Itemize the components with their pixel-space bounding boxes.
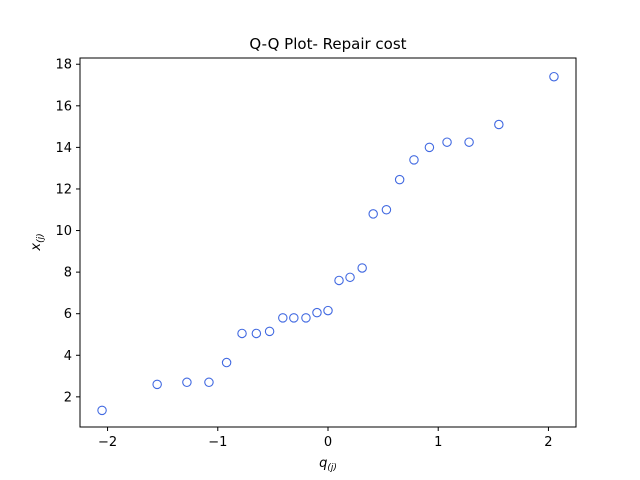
data-point [323,305,333,316]
y-axis-label-main: x [29,243,44,252]
x-tick-label: 1 [434,435,442,450]
data-point [334,275,344,286]
y-axis-ticks: 2 4 6 8 10 12 14 16 18 [55,58,80,405]
data-points [97,71,559,416]
data-point [289,313,299,323]
data-point [237,328,247,339]
data-point [394,174,405,185]
data-point [264,326,275,337]
x-axis-label-main: q [319,456,327,471]
y-tick-label: 8 [64,266,72,281]
data-point [97,405,107,416]
data-point [182,377,192,388]
data-point [494,119,504,130]
data-point [204,377,214,388]
data-point [357,263,367,273]
data-point [221,357,232,368]
data-point [424,142,435,153]
data-point [278,313,288,323]
x-axis-label-sub: (j) [327,463,337,473]
data-point [442,137,452,147]
data-point [409,155,419,165]
data-point [312,307,322,318]
y-tick-label: 18 [55,58,72,73]
data-point [368,209,378,219]
y-tick-label: 4 [64,349,72,364]
plot-area-frame [79,57,577,428]
data-point [381,205,392,215]
data-point [549,71,559,82]
x-tick-label: −2 [98,435,117,450]
chart-title: Q-Q Plot- Repair cost [249,35,406,53]
y-tick-label: 12 [55,182,72,197]
x-axis-label: q(j) [319,456,337,473]
y-tick-label: 14 [55,141,72,156]
x-tick-label: 2 [544,435,552,450]
y-tick-label: 2 [64,390,72,405]
x-tick-label: 0 [324,435,332,450]
data-point [152,379,162,390]
y-axis-label: x(j) [29,233,46,251]
x-axis-ticks: −2 −1 0 1 2 [98,427,553,450]
x-tick-label: −1 [208,435,227,450]
y-axis-label-sub: (j) [36,233,46,243]
data-point [345,272,355,283]
y-tick-label: 16 [55,99,72,114]
y-tick-label: 6 [64,307,72,322]
data-point [464,137,474,147]
data-point [251,328,262,339]
data-point [301,313,311,323]
y-tick-label: 10 [55,224,72,239]
